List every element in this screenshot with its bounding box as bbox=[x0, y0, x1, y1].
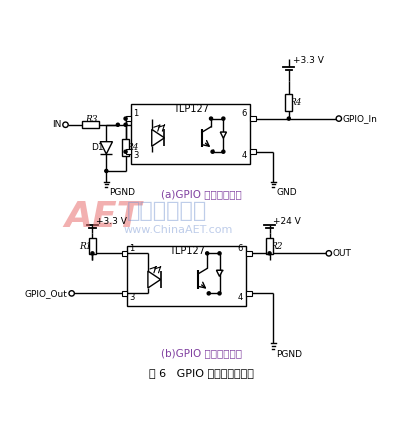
Bar bbox=[122, 251, 127, 256]
Circle shape bbox=[268, 252, 271, 255]
Text: R4: R4 bbox=[126, 143, 139, 152]
Bar bbox=[266, 237, 273, 255]
Bar bbox=[250, 149, 256, 154]
Polygon shape bbox=[100, 142, 112, 154]
Circle shape bbox=[218, 292, 221, 295]
Text: 6: 6 bbox=[241, 110, 246, 119]
Circle shape bbox=[124, 150, 127, 153]
Circle shape bbox=[218, 252, 221, 255]
Text: PGND: PGND bbox=[109, 188, 136, 197]
Text: 4: 4 bbox=[237, 293, 242, 302]
Text: 3: 3 bbox=[129, 293, 135, 302]
Text: (b)GPIO 输出隔离电路: (b)GPIO 输出隔离电路 bbox=[160, 348, 242, 359]
Bar bbox=[122, 139, 129, 157]
Circle shape bbox=[207, 292, 210, 295]
Bar bbox=[246, 291, 252, 296]
Bar bbox=[83, 121, 99, 128]
Bar bbox=[250, 116, 256, 121]
Text: 图 6   GPIO 端口隔离电路图: 图 6 GPIO 端口隔离电路图 bbox=[149, 369, 253, 378]
Bar bbox=[122, 291, 127, 296]
Polygon shape bbox=[220, 132, 226, 138]
Text: AET: AET bbox=[64, 200, 141, 234]
Text: GPIO_Out: GPIO_Out bbox=[25, 289, 68, 298]
Circle shape bbox=[124, 117, 127, 120]
Text: 3: 3 bbox=[133, 151, 139, 160]
Text: 1: 1 bbox=[133, 110, 138, 119]
Bar bbox=[131, 104, 250, 164]
Text: +24 V: +24 V bbox=[274, 216, 301, 225]
Text: +3.3 V: +3.3 V bbox=[293, 56, 323, 65]
Text: R2: R2 bbox=[270, 242, 283, 251]
Text: R4: R4 bbox=[290, 98, 302, 107]
Text: +3.3 V: +3.3 V bbox=[96, 216, 127, 225]
Text: 6: 6 bbox=[237, 244, 242, 253]
Bar bbox=[126, 149, 131, 154]
Circle shape bbox=[105, 169, 108, 172]
Circle shape bbox=[124, 123, 127, 126]
Text: D1: D1 bbox=[91, 143, 103, 152]
Circle shape bbox=[91, 252, 94, 255]
Text: OUT: OUT bbox=[333, 249, 352, 258]
Circle shape bbox=[116, 123, 119, 126]
Text: R3: R3 bbox=[84, 115, 97, 124]
Text: TLP127: TLP127 bbox=[169, 246, 205, 256]
Circle shape bbox=[222, 117, 225, 120]
Bar bbox=[89, 237, 96, 255]
Bar bbox=[126, 116, 131, 121]
Bar bbox=[127, 246, 246, 306]
Text: PGND: PGND bbox=[277, 350, 303, 359]
Text: 电子技术应用: 电子技术应用 bbox=[127, 201, 208, 221]
Circle shape bbox=[206, 252, 209, 255]
Text: www.ChinaAET.com: www.ChinaAET.com bbox=[123, 225, 233, 235]
Text: 4: 4 bbox=[241, 151, 246, 160]
Text: GPIO_In: GPIO_In bbox=[343, 114, 378, 123]
Polygon shape bbox=[152, 129, 164, 146]
Circle shape bbox=[222, 150, 225, 153]
Circle shape bbox=[211, 150, 214, 153]
Text: GND: GND bbox=[277, 188, 297, 197]
Polygon shape bbox=[148, 271, 161, 288]
Polygon shape bbox=[217, 270, 222, 276]
Circle shape bbox=[209, 117, 213, 120]
Text: R1: R1 bbox=[79, 242, 92, 251]
Bar bbox=[285, 94, 292, 111]
Text: (a)GPIO 输入隔离电路: (a)GPIO 输入隔离电路 bbox=[161, 189, 241, 199]
Text: 1: 1 bbox=[129, 244, 135, 253]
Circle shape bbox=[287, 117, 290, 120]
Text: TLP127: TLP127 bbox=[173, 104, 209, 114]
Text: IN: IN bbox=[52, 120, 62, 129]
Bar bbox=[246, 251, 252, 256]
